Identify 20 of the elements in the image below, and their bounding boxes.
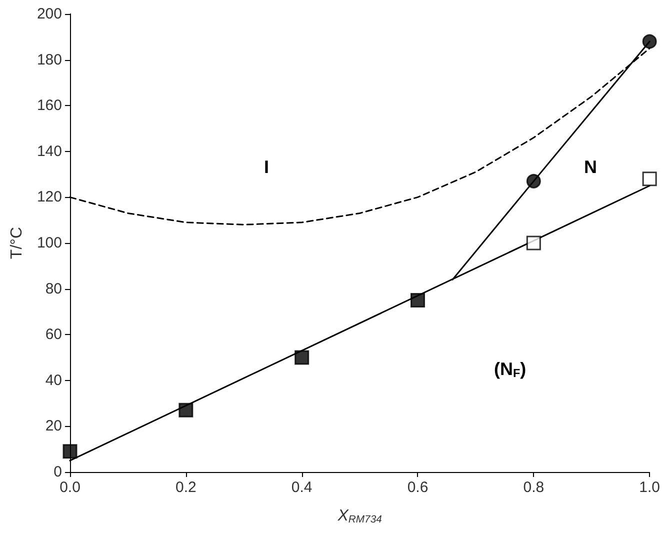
y-tick-label: 100 — [36, 234, 62, 252]
y-tick-label: 20 — [45, 418, 62, 435]
y-tick-label: 200 — [36, 6, 62, 22]
x-tick-label: 0.8 — [523, 479, 544, 496]
y-tick-label: 40 — [45, 372, 62, 389]
y-tick-label: 0 — [54, 464, 62, 480]
y-tick-label: 160 — [36, 97, 62, 114]
y-axis-title: T/°C — [8, 226, 26, 260]
x-tick-label: 0.0 — [60, 479, 80, 496]
y-tick-label: 180 — [36, 51, 62, 68]
x-tick-label: 0.2 — [175, 479, 196, 496]
x-tick-label: 0.6 — [407, 479, 428, 496]
y-tick-label: 60 — [45, 326, 62, 344]
y-tick-label: 140 — [36, 142, 62, 160]
x-tick-label: 1.0 — [639, 479, 660, 496]
annotation: N — [584, 157, 597, 177]
y-tick-label: 80 — [45, 280, 62, 298]
x-tick-label: 0.4 — [291, 479, 312, 496]
y-tick-label: 120 — [36, 188, 62, 206]
annotation: I — [264, 157, 270, 177]
